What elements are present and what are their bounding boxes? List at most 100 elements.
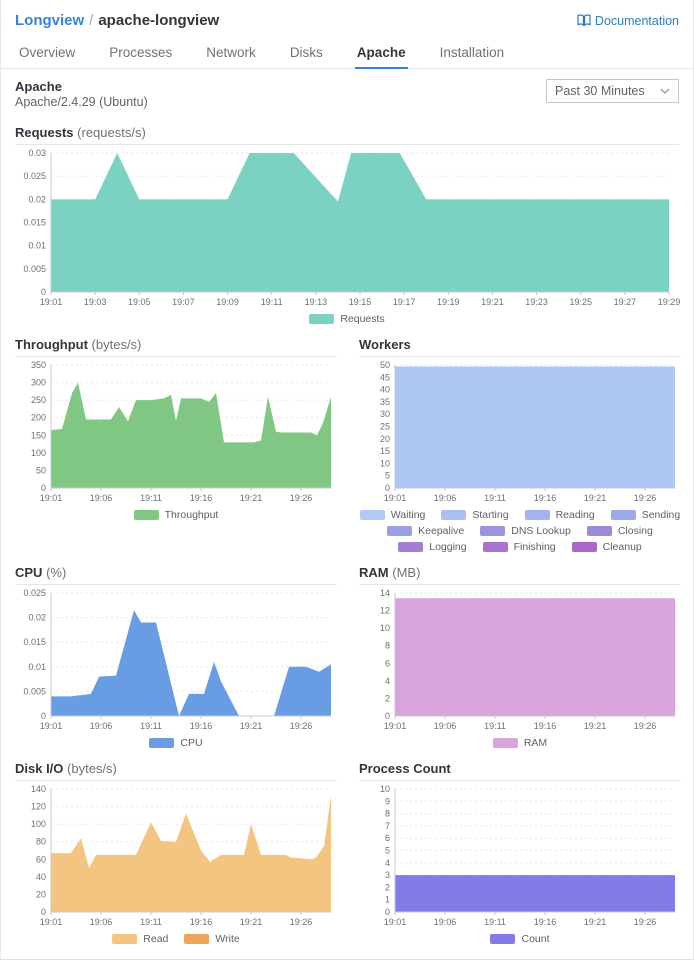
chevron-down-icon — [660, 88, 670, 94]
legend-item-reading[interactable]: Reading — [524, 509, 595, 521]
breadcrumb: Longview / apache-longview — [15, 12, 219, 29]
x-tick-label: 19:29 — [658, 297, 681, 307]
legend-label: Requests — [340, 312, 385, 325]
workers-area-waiting — [395, 366, 675, 488]
x-tick-label: 19:21 — [240, 493, 263, 503]
x-tick-label: 19:26 — [634, 721, 657, 731]
legend-swatch-icon — [359, 509, 385, 520]
chart-name: Workers — [359, 336, 411, 352]
legend-item-write[interactable]: Write — [184, 933, 240, 945]
x-tick-label: 19:17 — [393, 297, 416, 307]
y-tick-label: 350 — [31, 360, 46, 370]
charts-area: Requests (requests/s) 0.03 0.025 0.02 0.015… — [1, 125, 693, 945]
chart-title-processcount: Process Count — [359, 761, 681, 781]
cpu-area-cpu — [51, 610, 331, 716]
chart-section-throughput: Throughput (bytes/s) 350 300 250 200 150 100 5… — [15, 337, 337, 553]
x-tick-label: 19:26 — [634, 917, 657, 927]
tab-overview[interactable]: Overview — [17, 37, 77, 69]
documentation-link[interactable]: Documentation — [577, 14, 679, 28]
legend-item-throughput[interactable]: Throughput — [133, 509, 218, 521]
x-tick-label: 19:16 — [534, 493, 557, 503]
y-tick-label: 4 — [385, 858, 390, 868]
legend-item-sending[interactable]: Sending — [610, 508, 681, 521]
x-tick-label: 19:01 — [384, 917, 407, 927]
x-tick-label: 19:21 — [584, 917, 607, 927]
x-tick-label: 19:21 — [584, 493, 607, 503]
y-tick-label: 0.025 — [23, 588, 46, 598]
chart-section-cpu: CPU (%) 0.025 0.02 0.015 0.01 0.005 0 19:01 19:… — [15, 565, 337, 749]
tab-installation[interactable]: Installation — [438, 37, 507, 69]
legend-item-cleanup[interactable]: Cleanup — [571, 541, 642, 553]
chart-unit: (bytes/s) — [91, 336, 142, 352]
legend-swatch-icon — [571, 541, 597, 552]
legend-item-cpu[interactable]: CPU — [149, 737, 203, 749]
y-tick-label: 0.01 — [28, 662, 46, 672]
legend-item-count[interactable]: Count — [490, 933, 550, 945]
ram-legend: RAM — [359, 737, 681, 749]
chart-title-workers: Workers — [359, 337, 681, 357]
legend-item-closing[interactable]: Closing — [586, 525, 653, 537]
y-tick-label: 0 — [41, 711, 46, 721]
y-tick-label: 0 — [385, 483, 390, 493]
chart-section-requests: Requests (requests/s) 0.03 0.025 0.02 0.015… — [15, 125, 681, 325]
x-tick-label: 19:03 — [84, 297, 107, 307]
legend-label: Keepalive — [418, 524, 465, 537]
legend-label: Logging — [429, 540, 467, 553]
chart-title-ram: RAM (MB) — [359, 565, 681, 585]
x-tick-label: 19:11 — [484, 917, 506, 927]
legend-item-keepalive[interactable]: Keepalive — [387, 525, 464, 537]
chart-name: CPU — [15, 564, 43, 580]
x-tick-label: 19:07 — [172, 297, 195, 307]
requests-plot: 0.03 0.025 0.02 0.015 0.01 0.005 0 19:01 19:03 19… — [15, 147, 681, 311]
legend-item-dns-lookup[interactable]: DNS Lookup — [480, 525, 571, 537]
y-tick-label: 12 — [380, 605, 390, 615]
tab-network[interactable]: Network — [204, 37, 258, 69]
legend-swatch-icon — [524, 509, 550, 520]
x-tick-label: 19:01 — [384, 721, 407, 731]
ram-plot: 14 12 10 8 6 4 2 0 19:01 19:06 19:11 19:16 19:21 19:2… — [359, 587, 681, 735]
y-tick-label: 8 — [385, 641, 390, 651]
y-tick-label: 0.03 — [28, 148, 46, 158]
y-tick-label: 0.01 — [28, 241, 46, 251]
y-tick-label: 5 — [385, 471, 390, 481]
legend-item-finishing[interactable]: Finishing — [482, 540, 556, 553]
legend-item-requests[interactable]: Requests — [309, 312, 385, 325]
y-tick-label: 0.005 — [23, 264, 46, 274]
x-tick-label: 19:16 — [534, 721, 557, 731]
cpu-legend: CPU — [15, 737, 337, 749]
x-tick-label: 19:21 — [584, 721, 607, 731]
tab-apache[interactable]: Apache — [354, 37, 408, 69]
legend-swatch-icon — [133, 509, 159, 520]
chart-section-ram: RAM (MB) 14 12 10 8 6 4 2 0 19:01 19:06 19:11 19:16… — [359, 565, 681, 749]
x-tick-label: 19:01 — [40, 917, 63, 927]
tabbar: Overview Processes Network Disks Apache Insta… — [1, 37, 693, 69]
legend-item-starting[interactable]: Starting — [441, 509, 509, 521]
legend-swatch-icon — [610, 509, 636, 520]
chart-title-requests: Requests (requests/s) — [15, 125, 679, 145]
legend-label: Finishing — [513, 540, 556, 553]
y-tick-label: 0.015 — [23, 637, 46, 647]
app-version: Apache/2.4.29 (Ubuntu) — [15, 95, 148, 110]
legend-swatch-icon — [492, 737, 518, 748]
x-tick-label: 19:15 — [349, 297, 372, 307]
legend-item-waiting[interactable]: Waiting — [359, 509, 425, 521]
tab-disks[interactable]: Disks — [288, 37, 325, 69]
legend-label: Sending — [641, 508, 681, 521]
legend-item-logging[interactable]: Logging — [398, 540, 467, 553]
time-range-select[interactable]: Past 30 Minutes — [546, 79, 679, 103]
breadcrumb-separator: / — [89, 12, 94, 29]
legend-item-read[interactable]: Read — [112, 933, 168, 945]
x-tick-label: 19:21 — [240, 721, 263, 731]
breadcrumb-longview-link[interactable]: Longview — [15, 12, 85, 29]
y-tick-label: 250 — [31, 395, 46, 405]
y-tick-label: 6 — [385, 658, 390, 668]
x-tick-label: 19:06 — [434, 721, 457, 731]
x-tick-label: 19:06 — [90, 917, 113, 927]
x-tick-label: 19:11 — [261, 297, 283, 307]
y-tick-label: 45 — [380, 372, 390, 382]
legend-item-ram[interactable]: RAM — [492, 737, 547, 749]
y-tick-label: 50 — [36, 465, 46, 475]
throughput-chart-canvas: 350 300 250 200 150 100 50 019:01 19:06 19:11 19:1… — [31, 360, 331, 503]
legend-swatch-icon — [398, 541, 424, 552]
tab-processes[interactable]: Processes — [107, 37, 174, 69]
